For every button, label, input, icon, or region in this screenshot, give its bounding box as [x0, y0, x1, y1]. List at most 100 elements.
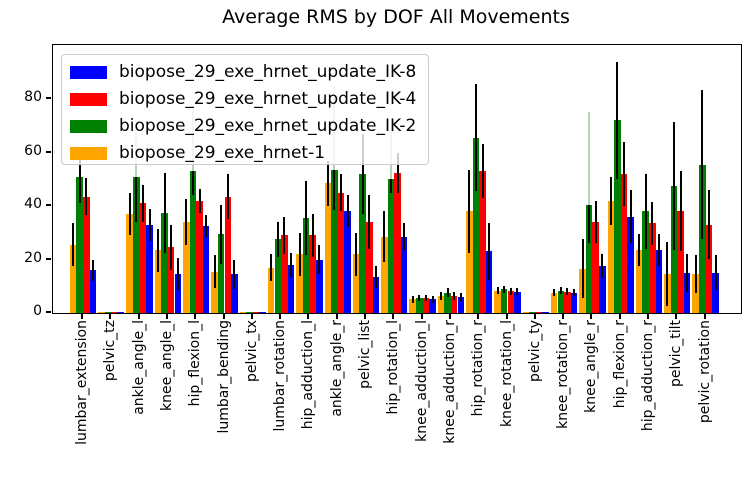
- bar-biopose_29_exe_hrnet_update_IK-8-pelvic_tz: [117, 312, 125, 313]
- error-bar-biopose_29_exe_hrnet_update_IK-4-pelvic_list: [368, 195, 371, 249]
- error-bar-biopose_29_exe_hrnet-1-knee_adduction_r: [440, 291, 442, 301]
- error-bar-biopose_29_exe_hrnet-1-hip_adduction_r: [638, 234, 641, 267]
- bar-biopose_29_exe_hrnet-1-ankle_angle_l: [126, 214, 133, 313]
- error-bar-biopose_29_exe_hrnet_update_IK-8-knee_rotation_l: [516, 288, 519, 296]
- error-bar-biopose_29_exe_hrnet_update_IK-2-knee_rotation_l: [503, 285, 506, 293]
- chart-title: Average RMS by DOF All Movements: [222, 6, 570, 28]
- x-tick-mark: [703, 314, 706, 319]
- error-bar-biopose_29_exe_hrnet-1-lumbar_bending: [213, 255, 216, 288]
- legend-swatch-ik8-icon: [70, 66, 107, 79]
- bar-biopose_29_exe_hrnet-1-hip_rotation_l: [381, 236, 388, 313]
- x-tick-label: pelvic_tx: [243, 320, 260, 383]
- bar-biopose_29_exe_hrnet_update_IK-8-hip_adduction_l: [316, 259, 323, 313]
- bar-biopose_29_exe_hrnet-1-lumbar_extension: [69, 244, 77, 313]
- bar-biopose_29_exe_hrnet_update_IK-4-lumbar_rotation: [281, 235, 288, 313]
- y-tick-label: 80: [24, 89, 42, 106]
- x-tick-label: ankle_angle_l: [130, 320, 147, 415]
- error-bar-biopose_29_exe_hrnet_update_IK-8-ankle_angle_r: [346, 195, 349, 228]
- bar-biopose_29_exe_hrnet_update_IK-2-knee_angle_r: [585, 204, 593, 313]
- x-tick-label: lumbar_bending: [215, 320, 232, 434]
- error-bar-biopose_29_exe_hrnet_update_IK-8-hip_flexion_r: [629, 189, 632, 244]
- bar-biopose_29_exe_hrnet_update_IK-4-hip_flexion_r: [620, 173, 628, 313]
- error-bar-biopose_29_exe_hrnet_update_IK-8-hip_adduction_r: [657, 234, 660, 267]
- bar-biopose_29_exe_hrnet_update_IK-4-ankle_angle_r: [337, 192, 345, 313]
- bar-biopose_29_exe_hrnet-1-pelvic_tx: [239, 312, 247, 313]
- x-tick-mark: [335, 314, 338, 319]
- error-bar-biopose_29_exe_hrnet-1-ankle_angle_l: [128, 192, 131, 236]
- bar-biopose_29_exe_hrnet_update_IK-8-pelvic_rotation: [712, 272, 719, 313]
- legend-label-ik2: biopose_29_exe_hrnet_update_IK-2: [119, 116, 417, 136]
- bar-biopose_29_exe_hrnet_update_IK-4-knee_adduction_r: [450, 295, 458, 313]
- x-tick-mark: [165, 314, 168, 319]
- error-bar-biopose_29_exe_hrnet_update_IK-4-knee_rotation_r: [566, 287, 569, 296]
- bar-biopose_29_exe_hrnet_update_IK-8-lumbar_rotation: [287, 264, 295, 313]
- bar-biopose_29_exe_hrnet_update_IK-4-pelvic_ty: [535, 312, 543, 313]
- bar-biopose_29_exe_hrnet-1-knee_rotation_l: [494, 290, 501, 313]
- bar-biopose_29_exe_hrnet_update_IK-4-hip_adduction_r: [649, 223, 656, 313]
- bar-biopose_29_exe_hrnet_update_IK-8-pelvic_tx: [259, 312, 266, 313]
- error-bar-biopose_29_exe_hrnet_update_IK-4-hip_adduction_l: [311, 214, 314, 257]
- legend-label-ik4: biopose_29_exe_hrnet_update_IK-4: [119, 89, 417, 109]
- bar-biopose_29_exe_hrnet-1-knee_adduction_r: [437, 295, 445, 313]
- error-bar-biopose_29_exe_hrnet_update_IK-8-knee_angle_l: [176, 258, 179, 291]
- y-tick-mark: [46, 204, 51, 206]
- bar-biopose_29_exe_hrnet_update_IK-4-lumbar_extension: [83, 196, 90, 313]
- bar-biopose_29_exe_hrnet_update_IK-8-lumbar_extension: [89, 270, 97, 313]
- error-bar-biopose_29_exe_hrnet_update_IK-4-lumbar_bending: [226, 173, 229, 220]
- bar-biopose_29_exe_hrnet_update_IK-2-lumbar_bending: [217, 234, 225, 313]
- x-tick-mark: [194, 314, 197, 319]
- x-tick-mark: [250, 314, 253, 319]
- error-bar-biopose_29_exe_hrnet_update_IK-4-knee_angle_l: [170, 224, 173, 271]
- bar-biopose_29_exe_hrnet_update_IK-2-pelvic_list: [359, 173, 366, 313]
- bar-biopose_29_exe_hrnet_update_IK-2-ankle_angle_r: [331, 169, 338, 313]
- error-bar-biopose_29_exe_hrnet_update_IK-4-knee_adduction_r: [453, 291, 456, 301]
- bar-biopose_29_exe_hrnet-1-pelvic_ty: [522, 312, 530, 313]
- error-bar-biopose_29_exe_hrnet-1-pelvic_list: [355, 232, 358, 276]
- error-bar-biopose_29_exe_hrnet_update_IK-8-ankle_angle_l: [148, 208, 151, 241]
- error-bar-biopose_29_exe_hrnet_update_IK-4-lumbar_extension: [85, 177, 88, 216]
- y-tick-label: 60: [24, 142, 42, 159]
- x-tick-mark: [420, 314, 423, 319]
- error-bar-biopose_29_exe_hrnet_update_IK-2-ankle_angle_r: [333, 129, 336, 211]
- x-tick-label: knee_rotation_l: [498, 320, 515, 427]
- bar-biopose_29_exe_hrnet_update_IK-2-knee_adduction_l: [416, 297, 423, 313]
- bar-biopose_29_exe_hrnet_update_IK-4-pelvic_tilt: [677, 211, 684, 313]
- x-tick-label: pelvic_tilt: [668, 320, 685, 388]
- x-tick-mark: [477, 314, 480, 319]
- x-tick-mark: [279, 314, 282, 319]
- bar-biopose_29_exe_hrnet_update_IK-2-lumbar_extension: [76, 176, 83, 313]
- bar-biopose_29_exe_hrnet_update_IK-4-knee_rotation_l: [507, 291, 515, 313]
- error-bar-biopose_29_exe_hrnet_update_IK-8-pelvic_rotation: [714, 255, 717, 291]
- x-tick-label: hip_adduction_r: [640, 320, 656, 432]
- legend: biopose_29_exe_hrnet_update_IK-8 biopose…: [61, 54, 429, 165]
- x-tick-mark: [448, 314, 451, 319]
- error-bar-biopose_29_exe_hrnet_update_IK-8-pelvic_list: [374, 266, 377, 288]
- error-bar-biopose_29_exe_hrnet-1-hip_rotation_l: [383, 211, 386, 263]
- bar-biopose_29_exe_hrnet_update_IK-4-lumbar_bending: [224, 196, 232, 313]
- x-tick-label: pelvic_rotation: [696, 320, 713, 424]
- x-tick-label: lumbar_extension: [74, 320, 90, 445]
- x-tick-label: hip_flexion_r: [611, 320, 628, 409]
- error-bar-biopose_29_exe_hrnet_update_IK-8-knee_angle_r: [601, 254, 604, 279]
- error-bar-biopose_29_exe_hrnet-1-hip_adduction_l: [298, 232, 301, 276]
- error-bar-biopose_29_exe_hrnet_update_IK-2-knee_adduction_l: [418, 294, 421, 301]
- bar-biopose_29_exe_hrnet-1-pelvic_tz: [98, 312, 105, 313]
- y-tick-mark: [46, 311, 51, 313]
- legend-item-ik8: biopose_29_exe_hrnet_update_IK-8: [62, 59, 428, 86]
- bar-biopose_29_exe_hrnet-1-pelvic_rotation: [692, 274, 699, 313]
- bar-biopose_29_exe_hrnet_update_IK-8-knee_adduction_l: [429, 299, 436, 313]
- bar-biopose_29_exe_hrnet_update_IK-4-hip_flexion_l: [196, 200, 203, 313]
- x-tick-mark: [81, 314, 83, 319]
- y-tick-label: 0: [33, 303, 42, 319]
- bar-biopose_29_exe_hrnet_update_IK-2-pelvic_tx: [246, 312, 253, 313]
- x-tick-mark: [505, 314, 508, 319]
- x-tick-mark: [590, 314, 593, 319]
- bar-biopose_29_exe_hrnet_update_IK-2-knee_angle_l: [161, 212, 168, 313]
- error-bar-biopose_29_exe_hrnet_update_IK-8-hip_rotation_l: [403, 223, 406, 251]
- bar-biopose_29_exe_hrnet_update_IK-4-pelvic_tz: [111, 312, 118, 313]
- bar-biopose_29_exe_hrnet_update_IK-8-hip_flexion_r: [627, 216, 634, 313]
- error-bar-biopose_29_exe_hrnet_update_IK-8-hip_adduction_l: [318, 244, 321, 275]
- error-bar-biopose_29_exe_hrnet_update_IK-4-knee_angle_r: [594, 200, 597, 244]
- error-bar-biopose_29_exe_hrnet-1-ankle_angle_r: [326, 160, 329, 206]
- error-bar-biopose_29_exe_hrnet_update_IK-8-knee_rotation_r: [573, 288, 575, 297]
